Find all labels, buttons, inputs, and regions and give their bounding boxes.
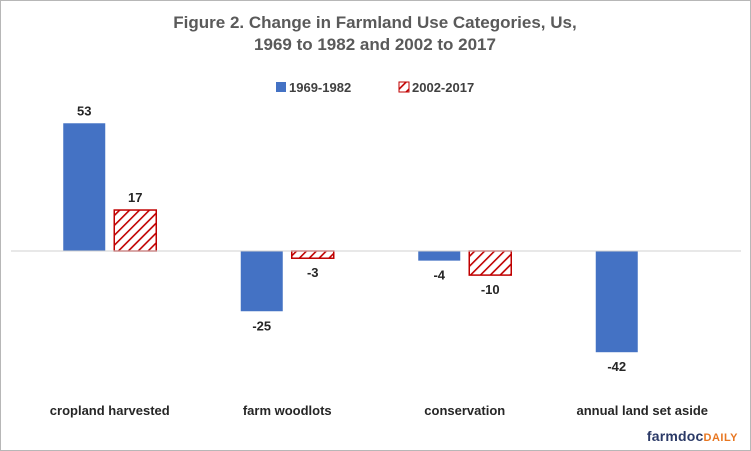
- data-label-1-4: -42: [607, 359, 626, 374]
- category-label-1: cropland harvested: [50, 403, 170, 418]
- brand-part-2: DAILY: [703, 432, 738, 444]
- data-label-2-2: -3: [307, 265, 319, 280]
- legend-label-2: 2002-2017: [412, 80, 474, 95]
- bar-2-1: [113, 209, 157, 252]
- category-label-2: farm woodlots: [243, 403, 332, 418]
- bar-1-2: [240, 251, 283, 312]
- legend: 1969-1982 2002-2017: [276, 80, 474, 95]
- data-label-1-3: -4: [433, 268, 445, 283]
- bars: [63, 123, 638, 353]
- bar-1-1: [63, 123, 106, 251]
- data-label-1-1: 53: [77, 103, 91, 118]
- category-label-4: annual land set aside: [577, 403, 709, 418]
- bar-2-3: [468, 250, 512, 276]
- category-label-3: conservation: [424, 403, 505, 418]
- bar-1-3: [418, 251, 461, 261]
- legend-swatch-2: [398, 81, 410, 93]
- brand-part-1: farmdoc: [646, 428, 704, 444]
- data-label-1-2: -25: [252, 318, 271, 333]
- chart-title-line-1: Figure 2. Change in Farmland Use Categor…: [173, 13, 576, 32]
- farmdoc-daily-logo: farmdocDAILY: [647, 428, 738, 444]
- legend-swatch-1: [276, 82, 286, 92]
- bar-1-4: [595, 251, 638, 353]
- chart-title: Figure 2. Change in Farmland Use Categor…: [173, 13, 576, 54]
- data-labels: 53 17 -25 -3 -4 -10 -42: [77, 103, 626, 374]
- legend-label-1: 1969-1982: [289, 80, 351, 95]
- category-labels: cropland harvested farm woodlots conservat…: [50, 403, 708, 418]
- data-label-2-1: 17: [128, 190, 142, 205]
- bar-2-2: [291, 250, 335, 259]
- chart-title-line-2: 1969 to 1982 and 2002 to 2017: [254, 35, 496, 54]
- data-label-2-3: -10: [481, 282, 500, 297]
